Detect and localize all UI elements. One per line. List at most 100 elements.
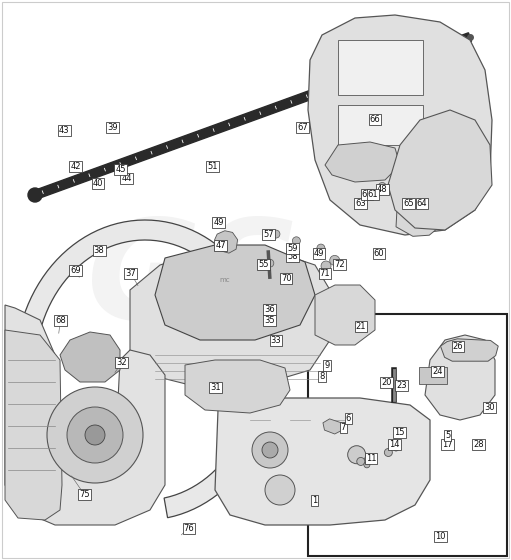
Text: 47: 47 xyxy=(216,241,226,250)
Text: 66: 66 xyxy=(369,115,381,124)
Text: 23: 23 xyxy=(397,381,407,390)
Text: 32: 32 xyxy=(117,358,127,367)
Text: 42: 42 xyxy=(71,162,81,171)
Text: 60: 60 xyxy=(374,249,384,258)
Bar xyxy=(308,314,507,556)
Polygon shape xyxy=(60,332,120,382)
Circle shape xyxy=(85,425,105,445)
Polygon shape xyxy=(33,33,472,199)
Polygon shape xyxy=(155,245,315,340)
Circle shape xyxy=(357,458,365,465)
Text: 45: 45 xyxy=(115,165,126,174)
Text: 68: 68 xyxy=(55,316,66,325)
Polygon shape xyxy=(388,110,492,230)
Text: 76: 76 xyxy=(183,524,195,533)
Polygon shape xyxy=(325,142,400,182)
Text: 69: 69 xyxy=(71,266,81,275)
Text: 8: 8 xyxy=(319,372,324,381)
Text: 64: 64 xyxy=(417,199,427,208)
Text: 30: 30 xyxy=(484,403,495,412)
Text: 31: 31 xyxy=(211,383,221,392)
Circle shape xyxy=(28,188,42,202)
Text: 71: 71 xyxy=(320,269,330,278)
Circle shape xyxy=(67,407,123,463)
Text: 59: 59 xyxy=(287,244,297,253)
Text: 21: 21 xyxy=(356,322,366,331)
Text: 43: 43 xyxy=(59,126,69,135)
Text: 5: 5 xyxy=(445,431,450,440)
Circle shape xyxy=(290,245,298,253)
Text: GS: GS xyxy=(87,212,301,348)
Text: 40: 40 xyxy=(93,179,103,188)
Text: 72: 72 xyxy=(334,260,344,269)
Text: 9: 9 xyxy=(324,361,330,370)
Circle shape xyxy=(364,462,370,468)
Bar xyxy=(338,40,423,95)
Circle shape xyxy=(384,449,392,456)
Circle shape xyxy=(378,183,386,190)
Text: 49: 49 xyxy=(314,249,324,258)
Circle shape xyxy=(321,261,331,271)
Circle shape xyxy=(265,475,295,505)
Polygon shape xyxy=(185,360,290,413)
Text: 15: 15 xyxy=(394,428,405,437)
Polygon shape xyxy=(396,185,440,236)
Bar xyxy=(338,105,423,145)
Polygon shape xyxy=(215,398,430,525)
Polygon shape xyxy=(440,339,498,361)
Text: 65: 65 xyxy=(404,199,414,208)
Circle shape xyxy=(252,432,288,468)
Text: 1: 1 xyxy=(312,496,317,505)
Bar xyxy=(419,367,447,384)
Circle shape xyxy=(317,244,325,252)
Text: 37: 37 xyxy=(125,269,136,278)
Polygon shape xyxy=(5,305,165,525)
Text: 26: 26 xyxy=(453,342,463,351)
Polygon shape xyxy=(15,446,95,472)
Polygon shape xyxy=(130,250,330,385)
Text: 49: 49 xyxy=(214,218,224,227)
Text: 57: 57 xyxy=(264,230,274,239)
Text: 48: 48 xyxy=(377,185,387,194)
Circle shape xyxy=(393,445,399,451)
Text: 39: 39 xyxy=(107,123,118,132)
Polygon shape xyxy=(215,231,238,253)
Circle shape xyxy=(47,387,143,483)
Text: 36: 36 xyxy=(264,305,275,314)
Text: 10: 10 xyxy=(435,532,446,541)
Circle shape xyxy=(347,446,366,464)
Circle shape xyxy=(266,259,274,267)
Text: 14: 14 xyxy=(389,440,400,449)
Text: 24: 24 xyxy=(432,367,443,376)
Text: 67: 67 xyxy=(297,123,308,132)
Polygon shape xyxy=(425,335,495,420)
Text: 61: 61 xyxy=(368,190,378,199)
Text: 51: 51 xyxy=(207,162,218,171)
Polygon shape xyxy=(23,220,275,518)
Text: 63: 63 xyxy=(355,199,366,208)
Text: 55: 55 xyxy=(259,260,269,269)
Text: 38: 38 xyxy=(94,246,105,255)
Text: 44: 44 xyxy=(122,174,132,183)
Text: 62: 62 xyxy=(362,190,372,199)
Text: 35: 35 xyxy=(265,316,275,325)
Text: mc: mc xyxy=(220,277,230,283)
Circle shape xyxy=(262,442,278,458)
Text: 6: 6 xyxy=(346,414,351,423)
Polygon shape xyxy=(315,285,375,345)
Text: 58: 58 xyxy=(287,252,297,261)
Text: 28: 28 xyxy=(473,440,483,449)
Polygon shape xyxy=(323,419,342,434)
Text: 20: 20 xyxy=(381,378,391,387)
Text: 17: 17 xyxy=(443,440,453,449)
Text: 7: 7 xyxy=(341,423,346,432)
Circle shape xyxy=(272,230,280,238)
Circle shape xyxy=(330,255,340,265)
Text: 33: 33 xyxy=(270,336,282,345)
Circle shape xyxy=(292,237,300,245)
Text: 11: 11 xyxy=(366,454,376,463)
Polygon shape xyxy=(5,330,62,520)
Text: 75: 75 xyxy=(79,490,89,499)
Text: 70: 70 xyxy=(281,274,291,283)
Polygon shape xyxy=(308,15,492,235)
